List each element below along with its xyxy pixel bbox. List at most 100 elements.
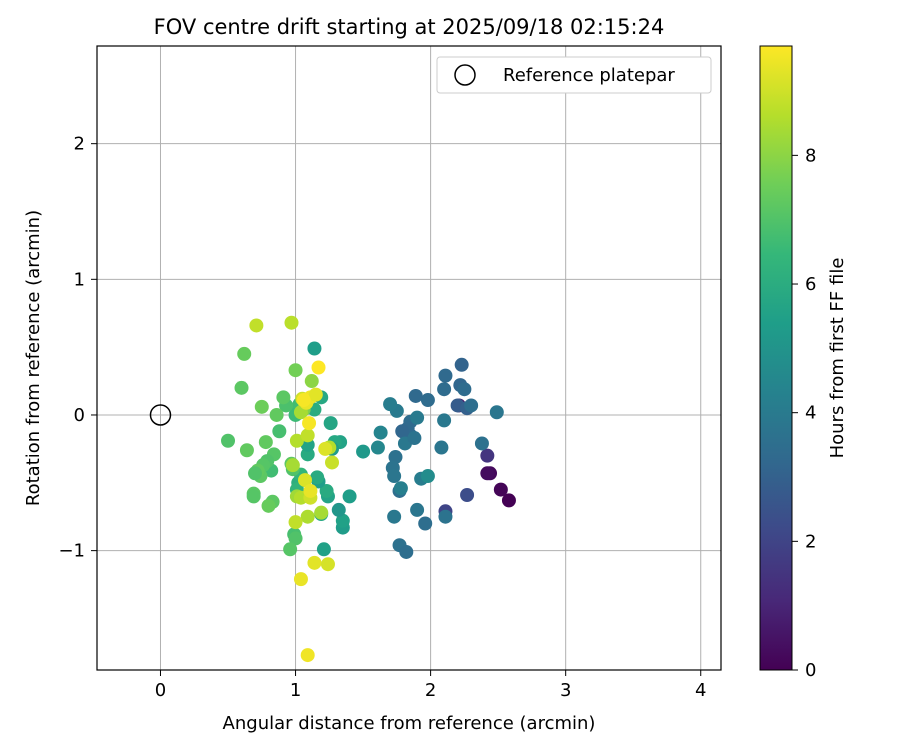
colorbar-label: Hours from first FF file [827,258,848,459]
data-point [254,399,269,414]
data-point [300,648,315,663]
data-point [284,315,299,330]
data-point [288,515,303,530]
colorbar-ticks: 0 2 4 6 8 [792,145,816,681]
data-point [249,318,264,333]
data-point [438,509,453,524]
data-point [296,393,311,408]
data-point [307,555,322,570]
legend-box [436,56,712,94]
data-point [323,416,338,431]
x-axis-ticks: 0 1 2 3 4 [155,670,706,701]
x-tick-label: 4 [695,680,706,701]
data-point [314,505,329,520]
data-point [307,341,322,356]
data-point [434,440,449,455]
x-tick-label: 0 [155,680,166,701]
data-point [325,455,340,470]
data-point [304,374,319,389]
data-point [288,363,303,378]
colorbar-tick-label: 6 [805,274,816,295]
data-point [310,470,325,485]
y-tick-label: 0 [74,405,85,426]
x-tick-label: 3 [560,680,571,701]
data-point [356,444,371,459]
colorbar: 0 2 4 6 8 Hours from first FF file [759,45,848,681]
x-axis-label: Angular distance from reference (arcmin) [223,713,596,734]
x-tick-label: 1 [290,680,301,701]
data-point [420,469,435,484]
data-point [383,397,398,412]
scatter-points [221,315,516,663]
data-point [437,382,452,397]
plot-background [97,46,721,670]
data-point [303,483,318,498]
data-point [234,380,249,395]
colorbar-tick-label: 8 [805,145,816,166]
y-tick-label: 2 [74,134,85,155]
data-point [302,416,317,431]
colorbar-tick-label: 0 [805,660,816,681]
y-axis-label: Rotation from reference (arcmin) [23,210,44,506]
data-point [393,481,408,496]
data-point [373,425,388,440]
data-point [387,469,402,484]
data-point [248,466,263,481]
data-point [221,433,236,448]
legend-marker [454,64,476,86]
data-point [410,410,425,425]
data-point [331,502,346,517]
data-point [318,441,333,456]
data-point [474,436,489,451]
data-point [289,433,304,448]
data-point [437,413,452,428]
x-tick-label: 2 [425,680,436,701]
data-point [480,466,495,481]
data-point [489,405,504,420]
y-axis-ticks: −1 0 1 2 [58,134,97,562]
y-tick-label: −1 [58,541,85,562]
data-point [319,483,334,498]
data-point [454,357,469,372]
data-point [480,448,495,463]
data-point [420,393,435,408]
data-point [288,531,303,546]
data-point [276,390,291,405]
data-point [395,424,410,439]
data-point [258,435,273,450]
data-point [239,443,254,458]
plot-frame [96,45,722,671]
data-point [316,542,331,557]
chart-title: FOV centre drift starting at 2025/09/18 … [154,15,665,39]
data-point [407,431,422,446]
data-point [460,488,475,503]
data-point [308,387,323,402]
colorbar-tick-label: 2 [805,531,816,552]
colorbar-gradient [759,45,793,671]
reference-platepar-marker [149,404,172,426]
data-point [300,428,315,443]
data-point [418,516,433,531]
data-point [335,513,350,528]
data-point [272,424,287,439]
data-point [438,368,453,383]
data-point [237,346,252,361]
data-point [269,407,284,422]
data-point [293,572,308,587]
plot-area: 0 1 2 3 4 −1 0 1 2 [58,45,722,701]
legend: Reference platepar [436,56,712,94]
data-point [246,489,261,504]
data-point [410,502,425,517]
data-point [387,509,402,524]
data-point [464,398,479,413]
data-point [399,544,414,559]
data-point [320,557,335,572]
colorbar-tick-label: 4 [805,403,816,424]
data-point [311,360,326,375]
data-point [457,382,472,397]
data-point [298,473,312,488]
legend-label: Reference platepar [503,65,675,86]
data-point [501,493,516,508]
data-point [493,482,508,497]
